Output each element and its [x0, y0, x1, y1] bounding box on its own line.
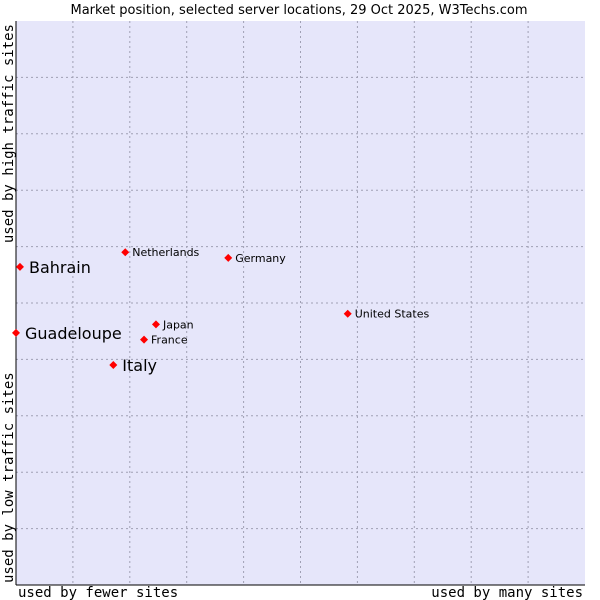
x-axis-label-left: used by fewer sites: [18, 585, 178, 600]
point-label: Guadeloupe: [25, 324, 122, 343]
point-label: Italy: [122, 356, 157, 375]
point-italy: Italy: [109, 356, 157, 375]
point-label: Germany: [235, 252, 286, 265]
y-axis-label-top: used by high traffic sites: [1, 24, 17, 243]
point-label: United States: [355, 308, 430, 321]
point-label: Japan: [162, 318, 194, 331]
point-marker: [224, 253, 233, 262]
x-axis-label-right: used by many sites: [431, 585, 583, 600]
point-marker: [343, 309, 352, 318]
point-bahrain: Bahrain: [15, 258, 91, 277]
y-axis-label-bottom: used by low traffic sites: [1, 372, 17, 583]
point-marker: [151, 320, 160, 329]
chart-title: Market position, selected server locatio…: [70, 3, 527, 18]
point-netherlands: Netherlands: [121, 246, 200, 259]
point-marker: [140, 335, 149, 344]
point-germany: Germany: [224, 252, 286, 265]
point-marker: [121, 248, 130, 257]
point-marker: [15, 262, 24, 271]
point-marker: [109, 361, 118, 370]
point-label: Netherlands: [132, 246, 199, 259]
point-united-states: United States: [343, 308, 430, 321]
point-france: France: [140, 334, 188, 347]
point-japan: Japan: [151, 318, 194, 331]
point-label: France: [151, 334, 188, 347]
point-marker: [12, 328, 20, 337]
grid-lines: [16, 21, 585, 585]
point-label: Bahrain: [29, 258, 91, 277]
point-guadeloupe: Guadeloupe: [12, 324, 122, 343]
